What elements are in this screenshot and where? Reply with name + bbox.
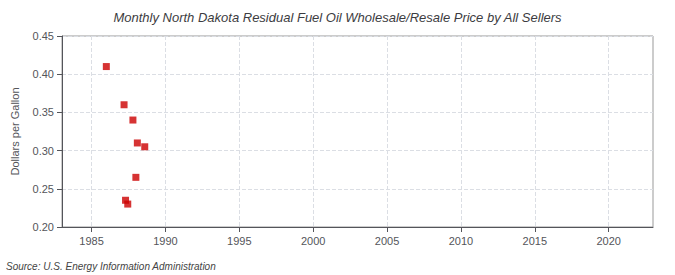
svg-text:0.20: 0.20 bbox=[33, 221, 54, 233]
svg-text:2020: 2020 bbox=[596, 235, 620, 247]
svg-text:2000: 2000 bbox=[301, 235, 325, 247]
svg-text:Source: U.S. Energy Informatio: Source: U.S. Energy Information Administ… bbox=[6, 261, 216, 272]
svg-text:2015: 2015 bbox=[523, 235, 547, 247]
svg-text:Dollars per Gallon: Dollars per Gallon bbox=[9, 87, 21, 175]
svg-text:2005: 2005 bbox=[375, 235, 399, 247]
svg-text:2010: 2010 bbox=[449, 235, 473, 247]
svg-text:0.40: 0.40 bbox=[33, 68, 54, 80]
svg-text:0.45: 0.45 bbox=[33, 30, 54, 42]
svg-text:1995: 1995 bbox=[227, 235, 251, 247]
svg-text:0.25: 0.25 bbox=[33, 183, 54, 195]
svg-text:1990: 1990 bbox=[153, 235, 177, 247]
svg-text:Monthly North Dakota Residual: Monthly North Dakota Residual Fuel Oil W… bbox=[113, 10, 562, 25]
svg-text:1985: 1985 bbox=[79, 235, 103, 247]
svg-text:0.30: 0.30 bbox=[33, 145, 54, 157]
svg-text:0.35: 0.35 bbox=[33, 106, 54, 118]
